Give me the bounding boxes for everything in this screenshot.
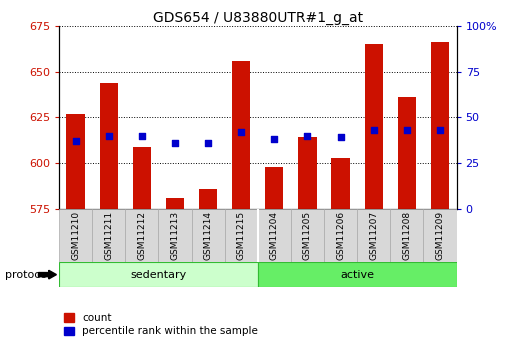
Title: GDS654 / U83880UTR#1_g_at: GDS654 / U83880UTR#1_g_at [153, 11, 363, 25]
Point [71, 138, 80, 144]
Bar [398, 97, 416, 209]
Bar [258, 262, 457, 287]
Bar [291, 209, 324, 262]
Text: GSM11212: GSM11212 [137, 211, 146, 260]
Text: GSM11209: GSM11209 [436, 211, 444, 260]
Point [237, 129, 245, 135]
Bar [390, 209, 423, 262]
Bar [431, 42, 449, 209]
Text: GSM11208: GSM11208 [402, 211, 411, 260]
Bar [159, 209, 191, 262]
Bar [299, 137, 317, 209]
Point [403, 127, 411, 133]
Text: GSM11204: GSM11204 [270, 211, 279, 260]
Text: GSM11206: GSM11206 [336, 211, 345, 260]
Bar [199, 189, 217, 209]
Bar [191, 209, 225, 262]
Bar [92, 209, 125, 262]
Text: protocol: protocol [5, 270, 50, 279]
Point [204, 140, 212, 146]
Point [171, 140, 179, 146]
Bar [365, 44, 383, 209]
Bar [59, 262, 258, 287]
Bar [258, 209, 291, 262]
Bar [125, 209, 159, 262]
Text: GSM11215: GSM11215 [236, 211, 246, 260]
Bar [265, 167, 284, 209]
Bar [166, 198, 184, 209]
Bar [67, 114, 85, 209]
Text: GSM11211: GSM11211 [104, 211, 113, 260]
Text: active: active [340, 270, 374, 279]
Bar [100, 82, 118, 209]
Point [370, 127, 378, 133]
Text: GSM11205: GSM11205 [303, 211, 312, 260]
Text: GSM11213: GSM11213 [170, 211, 180, 260]
Text: sedentary: sedentary [130, 270, 187, 279]
Point [303, 133, 311, 138]
Bar [232, 61, 250, 209]
Bar [59, 209, 92, 262]
Bar [225, 209, 258, 262]
Point [270, 137, 279, 142]
Bar [357, 209, 390, 262]
Text: GSM11210: GSM11210 [71, 211, 80, 260]
Text: GSM11207: GSM11207 [369, 211, 378, 260]
Text: GSM11214: GSM11214 [204, 211, 212, 260]
Point [105, 133, 113, 138]
Bar [331, 158, 350, 209]
Bar [324, 209, 357, 262]
Legend: count, percentile rank within the sample: count, percentile rank within the sample [64, 313, 258, 336]
Point [137, 133, 146, 138]
Point [337, 135, 345, 140]
Bar [133, 147, 151, 209]
Point [436, 127, 444, 133]
Bar [423, 209, 457, 262]
